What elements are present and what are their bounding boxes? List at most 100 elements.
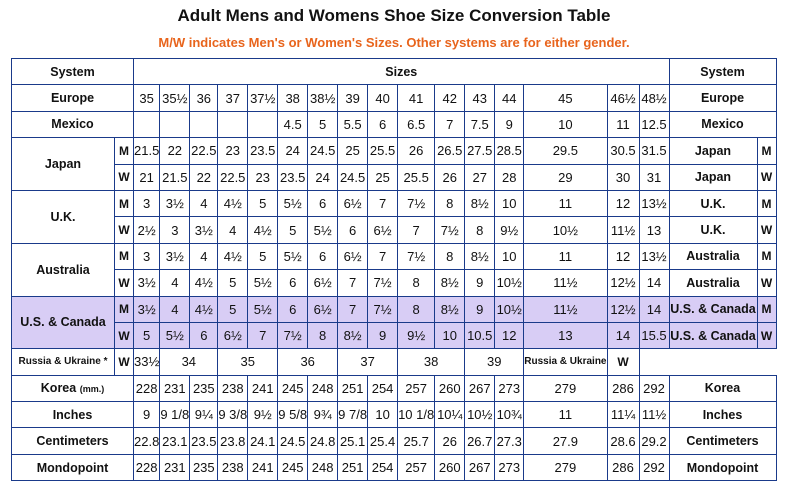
size-cell: 43 [464, 84, 496, 112]
size-cell: 13 [638, 216, 670, 244]
gender-w: W [114, 216, 134, 244]
system-label-right-centimeters: Centimeters [668, 427, 777, 455]
size-cell: 25.5 [397, 163, 436, 191]
gender-right-w: W [756, 163, 777, 191]
size-cell: 5 [132, 321, 161, 350]
size-cell: 23.5 [277, 163, 309, 191]
size-cell: 25 [367, 163, 399, 191]
size-cell: 44 [494, 84, 525, 112]
row-u-k-w: W 2½ 3 3½ 4 4½ 5 5½ 6 6½ 7 7½ 8 9½ 10½ 11½ 13 U.K. W [12, 216, 777, 244]
size-cell: 27.9 [523, 427, 608, 455]
size-cell: 241 [247, 374, 279, 403]
gender-right-m: M [756, 242, 777, 271]
size-cell: 8 [307, 321, 339, 350]
size-cell: 11 [523, 242, 608, 271]
size-cell: 10.5 [464, 321, 496, 350]
size-cell: 3 [159, 216, 191, 244]
size-cell: 10½ [464, 401, 496, 429]
size-cell: 5½ [247, 295, 279, 323]
gender-w: W [114, 321, 134, 350]
system-label-u-s-canada: U.S. & Canada [11, 295, 115, 350]
system-label-right-russia-ukraine: Russia & Ukraine [523, 348, 608, 376]
size-cell: 31 [638, 163, 670, 191]
gender-right-w: W [756, 216, 777, 244]
size-cell [159, 110, 191, 139]
system-label-europe: Europe [11, 84, 134, 112]
size-cell: 4½ [217, 189, 249, 218]
size-cell: 35 [217, 348, 279, 376]
size-cell: 245 [277, 374, 309, 403]
size-cell: 26 [434, 427, 466, 455]
conversion-table: System Sizes System Europe 35 35½ 36 37 37½ 38 38½… [11, 57, 777, 482]
size-cell: 7½ [277, 321, 309, 350]
size-cell: 5½ [307, 216, 339, 244]
size-cell: 10 [494, 189, 525, 218]
size-cell: 11 [606, 110, 640, 139]
size-cell: 26 [397, 137, 436, 165]
size-cell: 9 7/8 [337, 401, 369, 429]
size-cell: 231 [159, 453, 191, 482]
row-inches: Inches 9 9 1/8 9¼ 9 3/8 9½ 9 5/8 9¾ 9 7/8 10 10 1/… [11, 401, 777, 429]
system-label-right-europe: Europe [668, 84, 777, 112]
size-cell: 36 [189, 84, 219, 112]
size-cell: 23.1 [159, 427, 191, 455]
size-cell: 9 5/8 [277, 401, 309, 429]
system-label-right-australia: Australia [668, 269, 758, 297]
size-cell: 10½ [494, 295, 525, 323]
row-europe: Europe 35 35½ 36 37 37½ 38 38½ 39 40 41 42 43 44 45 46½… [11, 84, 777, 112]
size-cell: 10¼ [434, 401, 466, 429]
row-japan-m: Japan M 21.5 22 22.5 23 23.5 24 24.5 25 25.5 26 26.5… [11, 137, 777, 191]
gender-right-w: W [756, 269, 777, 297]
system-label-mondopoint: Mondopoint [11, 453, 134, 482]
size-cell: 10 [523, 110, 608, 139]
size-cell: 25.1 [337, 427, 369, 455]
system-label-australia: Australia [11, 242, 115, 297]
size-cell: 10 [494, 242, 525, 271]
size-cell: 267 [464, 374, 496, 403]
size-cell: 6 [337, 216, 369, 244]
size-cell: 35 [132, 84, 161, 112]
system-label-mexico: Mexico [11, 110, 134, 139]
size-cell: 12½ [606, 295, 640, 323]
size-cell: 8½ [434, 295, 466, 323]
system-label-right-u-s-canada: U.S. & Canada [668, 321, 758, 350]
size-cell: 6 [189, 321, 219, 350]
system-label-text: Korea [40, 381, 77, 396]
size-cell: 12 [606, 242, 640, 271]
gender-right-m: M [756, 295, 777, 323]
header-system-left: System [11, 57, 134, 86]
size-cell: 3½ [189, 216, 219, 244]
size-cell: 27.5 [464, 137, 496, 165]
system-label-right-australia: Australia [668, 242, 758, 271]
size-cell: 14 [638, 269, 670, 297]
size-cell: 6 [307, 189, 339, 218]
size-cell: 9 [132, 401, 161, 429]
size-cell: 48½ [638, 84, 670, 112]
size-cell: 6 [307, 242, 339, 271]
size-cell: 286 [606, 374, 640, 403]
size-cell: 22.5 [189, 137, 219, 165]
size-cell: 23.8 [217, 427, 249, 455]
size-cell: 5 [307, 110, 339, 139]
size-cell: 35½ [159, 84, 191, 112]
size-cell: 5 [217, 269, 249, 297]
size-cell: 11¼ [606, 401, 640, 429]
size-cell: 5 [277, 216, 309, 244]
size-cell: 13½ [638, 242, 670, 271]
size-cell: 7 [337, 269, 369, 297]
size-cell: 24 [307, 163, 339, 191]
size-cell: 29 [523, 163, 608, 191]
size-cell: 12 [494, 321, 525, 350]
size-cell: 25 [337, 137, 369, 165]
system-label-centimeters: Centimeters [11, 427, 134, 455]
row-mexico: Mexico 4.5 5 5.5 6 6.5 7 7.5 9 10 11 12.5 Mexico [11, 110, 777, 139]
size-cell: 14 [606, 321, 640, 350]
gender-right-w: W [606, 348, 640, 376]
system-label-right-u-k: U.K. [668, 189, 758, 218]
size-cell: 4½ [247, 216, 279, 244]
system-label-text: Inches [52, 407, 93, 422]
size-cell: 11½ [523, 269, 608, 297]
size-cell: 11 [523, 189, 608, 218]
size-cell: 10½ [494, 269, 525, 297]
size-cell: 6.5 [397, 110, 436, 139]
